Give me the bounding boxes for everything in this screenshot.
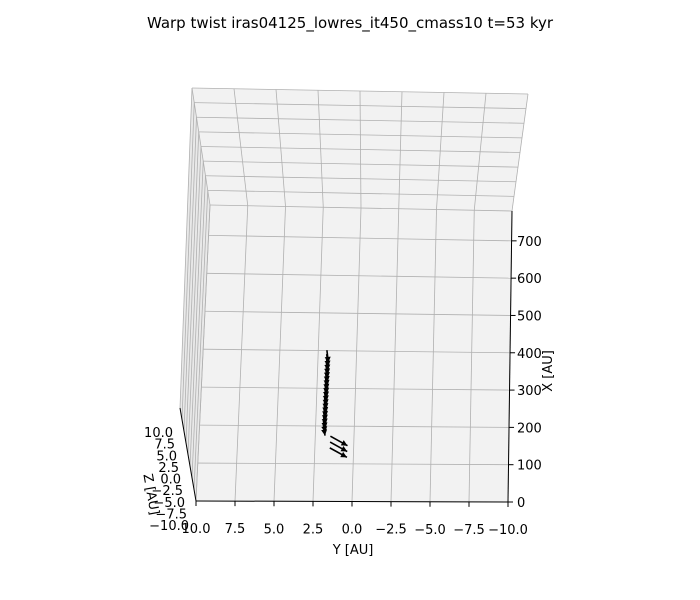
- quiver-arrow: [330, 435, 348, 447]
- grid-line-z-side: [179, 87, 193, 409]
- z-tick-label: 2.5: [158, 461, 179, 476]
- x-tick-label: 0: [517, 496, 525, 511]
- grid-line-z: [209, 204, 513, 212]
- y-tick-label: −7.5: [453, 523, 485, 538]
- grid-line-y: [468, 210, 475, 502]
- x-tick-label: 600: [517, 272, 542, 287]
- x-tick-label: 500: [517, 309, 542, 324]
- grid-line-y: [390, 208, 400, 502]
- y-tick-label: 2.5: [303, 522, 324, 537]
- quiver-arrows: [321, 350, 348, 459]
- grid-line-y: [312, 207, 324, 502]
- y-tick-label: 7.5: [225, 522, 246, 537]
- y-tick-label: −10.0: [488, 523, 528, 538]
- grid-line-y: [234, 205, 249, 502]
- z-tick-label: 10.0: [144, 426, 173, 441]
- y-tick-label: 0.0: [342, 523, 363, 538]
- x-axis-label: X [AU]: [541, 350, 556, 392]
- quiver-arrow: [329, 447, 348, 459]
- x-tick-label: 300: [517, 384, 542, 399]
- grid-line-y: [273, 206, 286, 502]
- grid-line-z: [205, 175, 517, 183]
- z-tick-label: 5.0: [156, 449, 177, 464]
- grid-line-y: [429, 209, 437, 502]
- grid-line-y: [351, 207, 362, 502]
- quiver-arrow: [321, 423, 328, 436]
- chart-title: Warp twist iras04125_lowres_it450_cmass1…: [147, 14, 554, 33]
- x-tick-label: 400: [517, 347, 542, 362]
- grid-line-z-side: [195, 204, 211, 502]
- z-tick-label: 7.5: [154, 438, 175, 453]
- z-tick-label: −10.0: [149, 519, 189, 534]
- grid-line-z: [191, 87, 529, 95]
- z-tick-label: −5.0: [153, 496, 185, 511]
- grid-line-z-side: [191, 175, 206, 478]
- grid-line-z: [196, 116, 525, 124]
- x-tick-label: 100: [517, 459, 542, 474]
- quiver-arrow: [329, 441, 348, 453]
- grid-line-z-side: [181, 102, 195, 420]
- grid-line-z-side: [189, 161, 204, 467]
- y-axis-label: Y [AU]: [332, 543, 374, 558]
- grid-line-z-side: [185, 131, 200, 443]
- grid-line-z: [203, 160, 519, 168]
- grid-line-z-side: [187, 146, 202, 455]
- z-axis-line: [179, 407, 197, 502]
- grid-line-z: [194, 102, 527, 110]
- z-tick-label: −7.5: [155, 507, 187, 522]
- pane-floor: [196, 205, 512, 502]
- grid-line-z: [207, 189, 515, 197]
- y-tick-label: −5.0: [414, 523, 446, 538]
- grid-line-z-side: [193, 190, 209, 490]
- z-axis-label: Z [AU]: [139, 473, 161, 517]
- x-tick-label: 700: [517, 235, 542, 250]
- grid-line-z-side: [183, 117, 197, 432]
- x-axis-line: [507, 210, 513, 503]
- grid-line-z: [198, 131, 523, 139]
- y-tick-label: 10.0: [182, 522, 211, 537]
- y-tick-label: 5.0: [264, 522, 285, 537]
- z-tick-label: 0.0: [160, 473, 181, 488]
- z-tick-label: −2.5: [151, 484, 183, 499]
- grid-line-z: [200, 146, 521, 153]
- x-tick-label: 200: [517, 421, 542, 436]
- y-tick-label: −2.5: [375, 523, 407, 538]
